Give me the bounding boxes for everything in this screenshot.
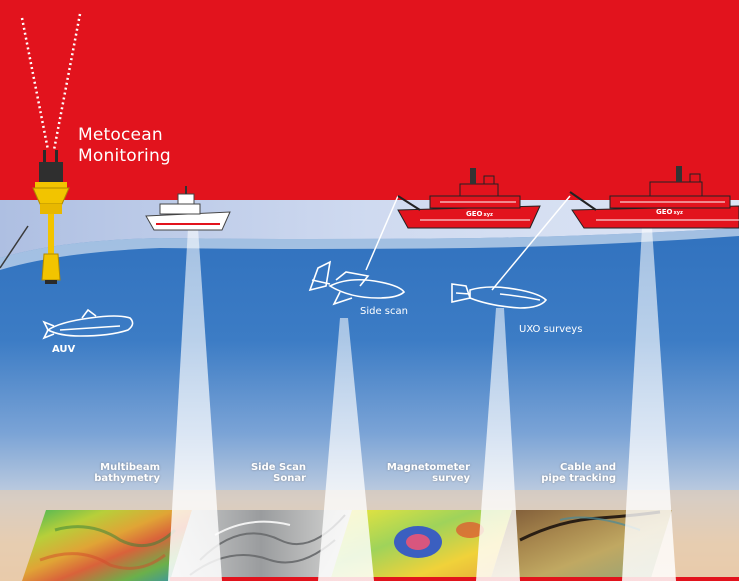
caption-multibeam-line2: bathymetry bbox=[94, 473, 160, 484]
side-scan-label: Side scan bbox=[360, 306, 408, 317]
metocean-buoy bbox=[32, 150, 70, 284]
sonar-beams bbox=[168, 228, 676, 581]
vessel-1-brand: GEOxyz bbox=[466, 210, 493, 218]
vessel-2-brand: GEOxyz bbox=[656, 208, 683, 216]
side-scan-towfish bbox=[308, 260, 406, 306]
uxo-towed-body bbox=[451, 283, 548, 309]
auv-label: AUV bbox=[52, 344, 76, 355]
tow-line-sidescan bbox=[365, 195, 399, 271]
caption-multibeam: Multibeam bathymetry bbox=[60, 462, 160, 484]
bottom-red-strip bbox=[170, 577, 739, 581]
beam-sidescan bbox=[318, 318, 374, 581]
survey-vessel-red-2 bbox=[569, 166, 739, 229]
metocean-title-line1: Metocean bbox=[78, 125, 163, 145]
metocean-title: Metocean Monitoring bbox=[78, 125, 171, 167]
caption-sidescan-line1: Side Scan bbox=[250, 462, 306, 473]
metocean-title-line2: Monitoring bbox=[78, 146, 171, 166]
surface-wave bbox=[0, 228, 739, 270]
caption-magnetometer-line1: Magnetometer bbox=[386, 462, 470, 473]
caption-cable-line2: pipe tracking bbox=[541, 473, 616, 484]
uxo-surveys-label: UXO surveys bbox=[519, 324, 583, 335]
caption-sidescan-line2: Sonar bbox=[273, 473, 306, 484]
sky-background bbox=[0, 0, 739, 210]
survey-vessel-small bbox=[145, 186, 231, 231]
panel-multibeam-image bbox=[22, 510, 192, 581]
beam-cable bbox=[622, 228, 676, 581]
caption-magnetometer-line2: survey bbox=[432, 473, 470, 484]
buoy-mooring-line bbox=[0, 225, 29, 269]
caption-cable-line1: Cable and bbox=[560, 462, 616, 473]
beam-uxo bbox=[476, 308, 520, 581]
auv-vehicle bbox=[42, 308, 134, 340]
caption-cable: Cable and pipe tracking bbox=[506, 462, 616, 484]
tow-line-uxo bbox=[491, 195, 571, 291]
caption-multibeam-line1: Multibeam bbox=[100, 462, 160, 473]
beam-multibeam bbox=[168, 228, 222, 581]
survey-vessel-red-1 bbox=[397, 168, 541, 229]
caption-magnetometer: Magnetometer survey bbox=[350, 462, 470, 484]
satellite-link-right bbox=[52, 13, 82, 151]
caption-sidescan: Side Scan Sonar bbox=[206, 462, 306, 484]
